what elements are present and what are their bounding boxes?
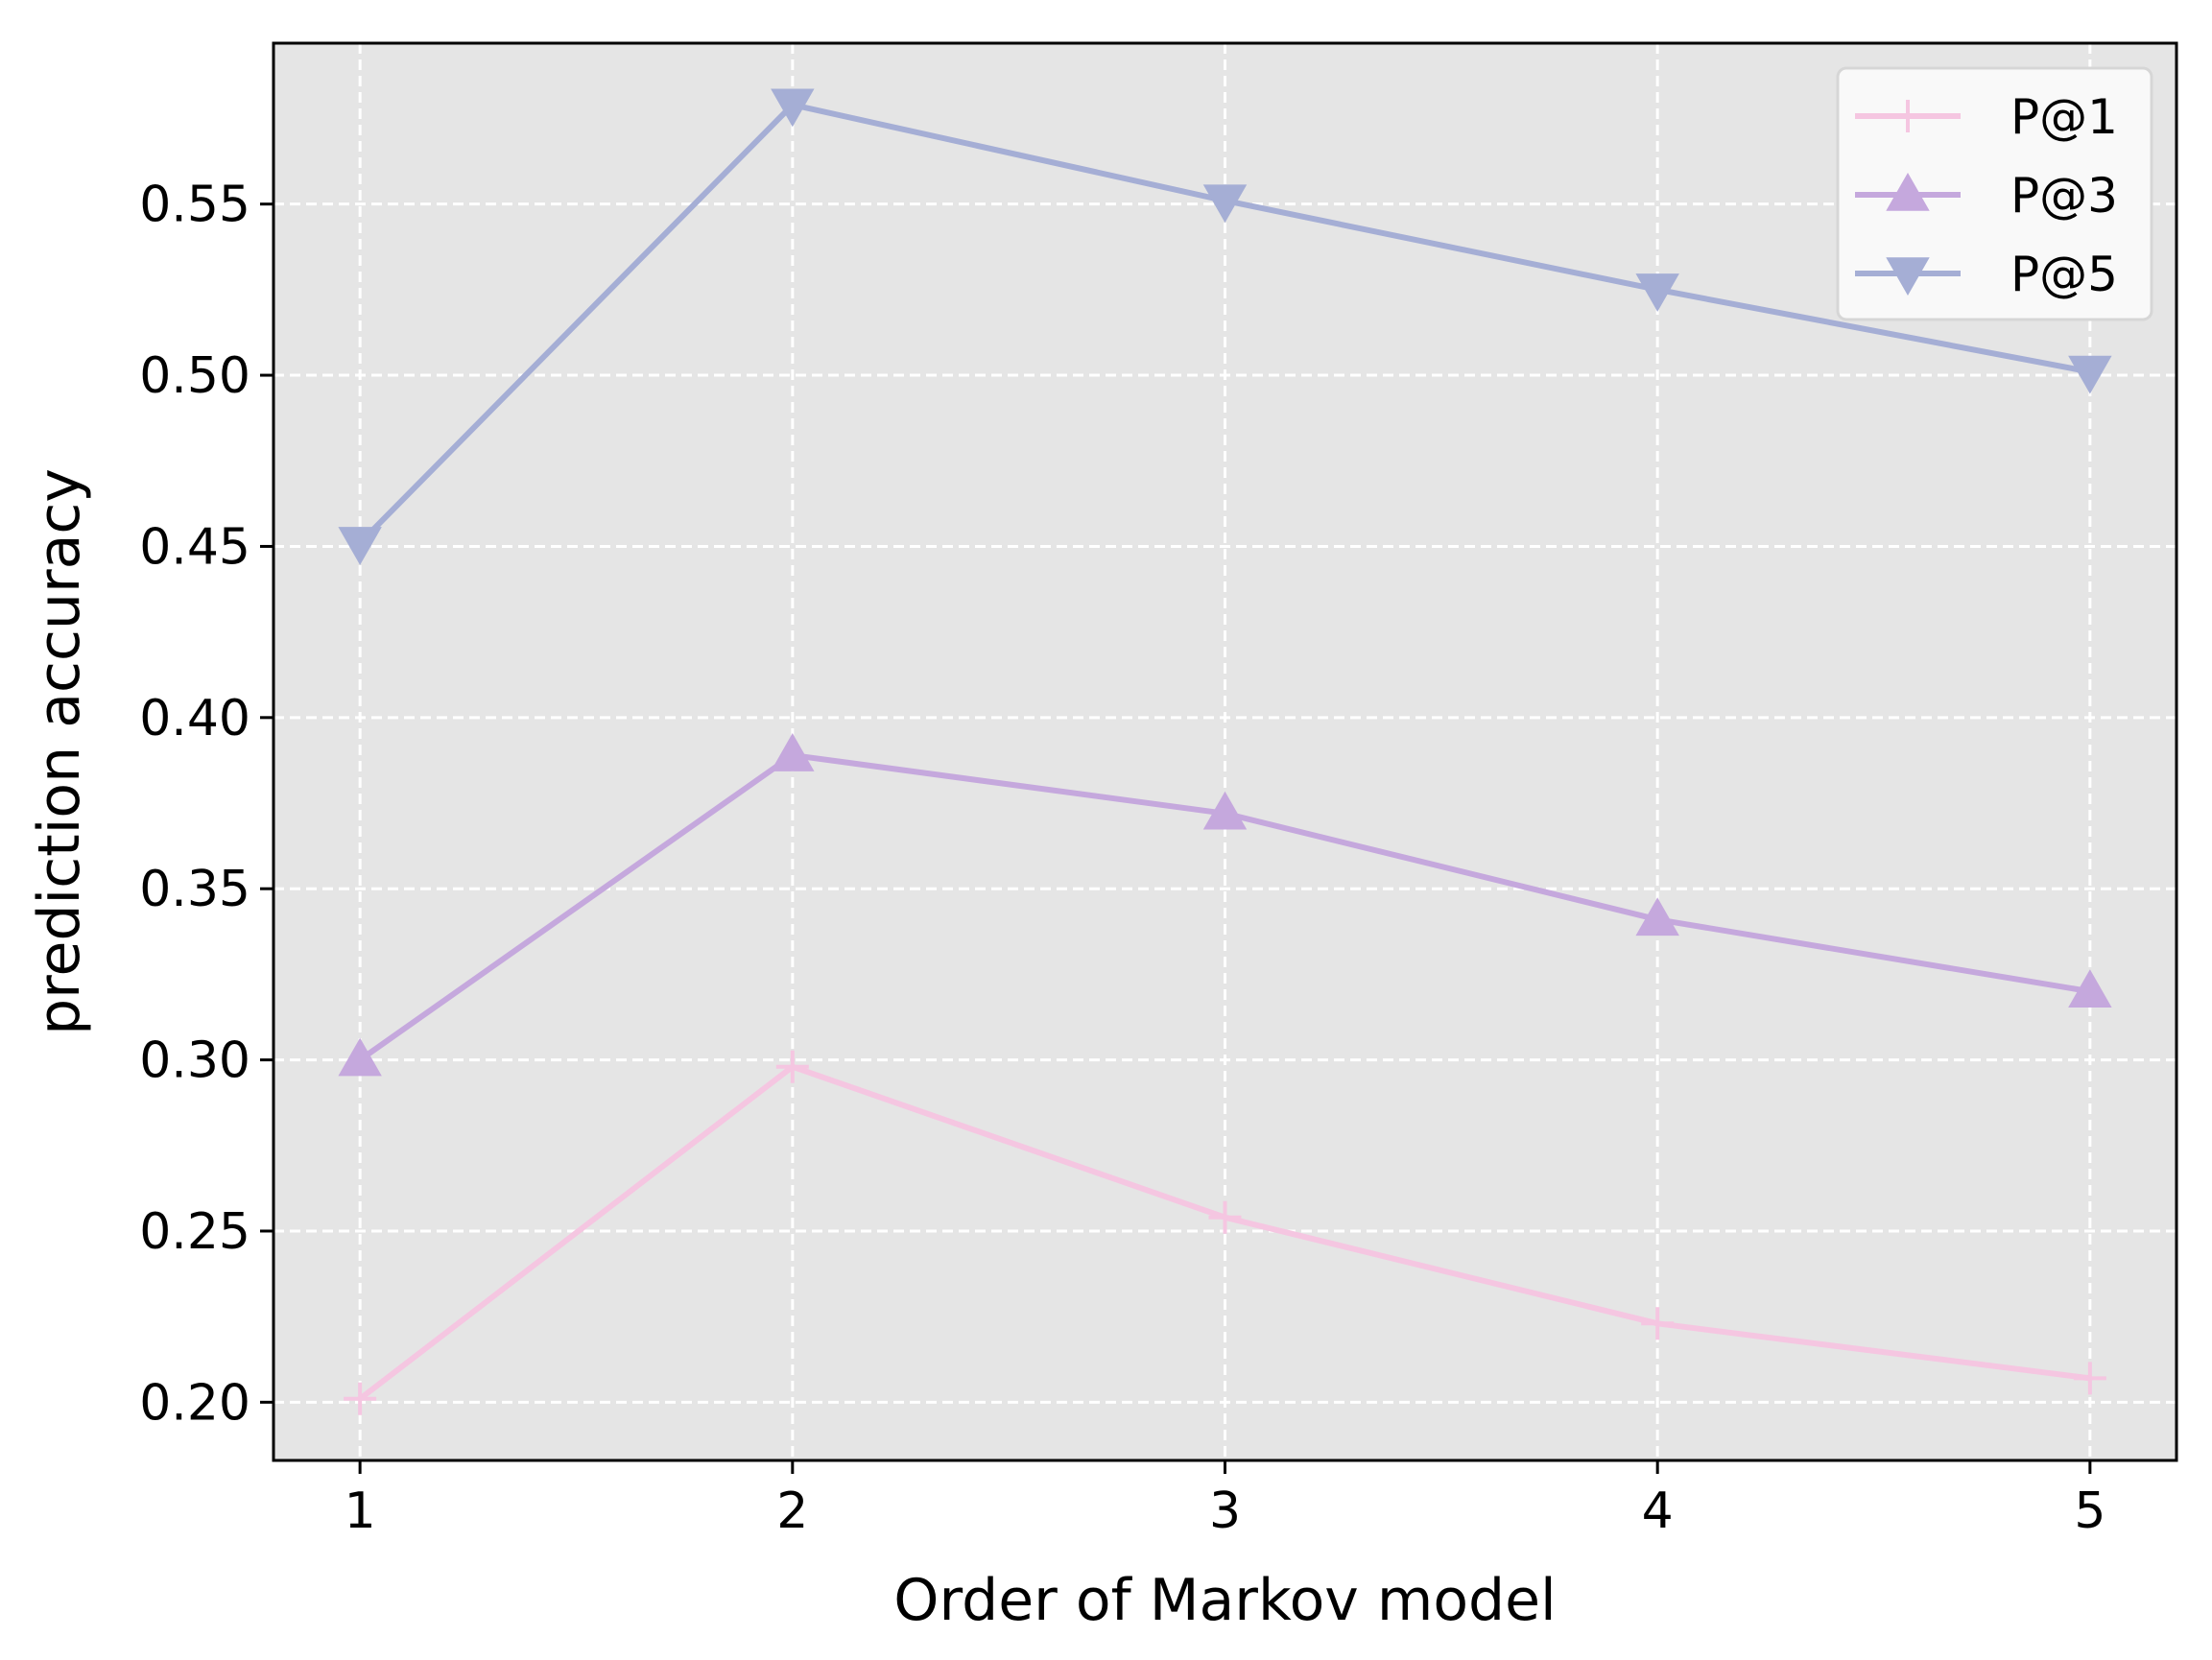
legend-label-p3: P@3 <box>2010 168 2118 224</box>
y-tick-label: 0.35 <box>139 861 250 918</box>
data-point-p1 <box>1641 1307 1675 1340</box>
data-point-p5 <box>338 527 382 565</box>
data-point-p3 <box>338 1037 382 1077</box>
x-tick-label: 1 <box>345 1482 376 1540</box>
x-tick-label: 2 <box>776 1482 808 1540</box>
series-p3 <box>338 733 2112 1077</box>
legend-marker-p5 <box>1886 257 1930 296</box>
x-tick-label: 3 <box>1209 1482 1241 1540</box>
data-point-p3 <box>1202 791 1248 830</box>
data-point-p1 <box>775 1050 809 1083</box>
data-point-p1 <box>344 1382 377 1415</box>
y-tick-label: 0.25 <box>139 1203 250 1261</box>
data-point-p5 <box>2068 355 2112 394</box>
y-tick-label: 0.40 <box>139 690 250 747</box>
y-axis-title: prediction accuracy <box>26 468 93 1035</box>
data-point-p3 <box>2068 969 2112 1008</box>
series-group <box>338 88 2112 1415</box>
legend-marker-p3 <box>1886 172 1930 211</box>
y-tick-label: 0.20 <box>139 1374 250 1432</box>
data-point-p5 <box>1202 184 1248 224</box>
y-tick-label: 0.55 <box>139 177 250 234</box>
data-point-p1 <box>2073 1362 2106 1395</box>
y-tick-label: 0.45 <box>139 518 250 576</box>
data-point-p5 <box>1635 273 1679 312</box>
legend-label-p1: P@1 <box>2010 89 2118 145</box>
x-tick-label: 5 <box>2074 1482 2105 1540</box>
y-tick-label: 0.50 <box>139 347 250 405</box>
x-tick-label: 4 <box>1642 1482 1674 1540</box>
legend-label-p5: P@5 <box>2010 247 2118 302</box>
legend: P@1 P@3 P@5 <box>1836 66 2153 321</box>
series-p5 <box>338 88 2112 565</box>
data-point-p3 <box>1635 897 1679 937</box>
y-tick-label: 0.30 <box>139 1032 250 1090</box>
legend-box <box>1836 66 2153 321</box>
data-point-p1 <box>1208 1200 1242 1234</box>
series-p1 <box>344 1050 2106 1415</box>
data-point-p5 <box>771 88 815 128</box>
x-axis-title: Order of Markov model <box>893 1567 1556 1634</box>
axis-ticks: 1 2 3 4 5 0.20 0.25 0.30 0.35 0.40 0.45 0.50 0.55 <box>139 177 2105 1540</box>
legend-marker-p1 <box>1891 100 1924 132</box>
data-point-p3 <box>771 733 815 771</box>
